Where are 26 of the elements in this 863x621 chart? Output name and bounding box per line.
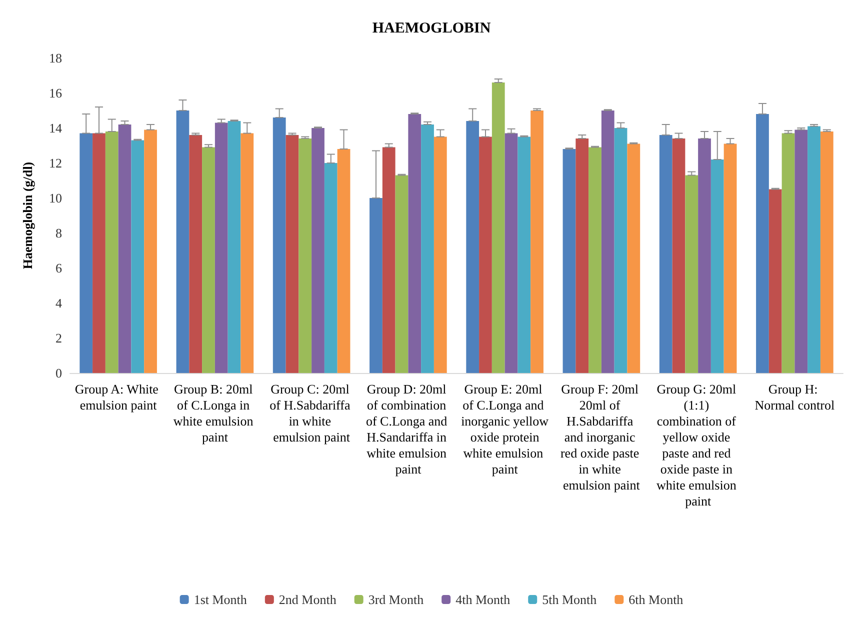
y-tick-label: 2 (56, 330, 62, 346)
x-tick-label: Group F: 20ml 20ml of H.Sabdariffa and inorganic red oxide paste in white emulsion paint (560, 382, 642, 492)
legend-label: 1st Month (194, 592, 248, 607)
x-tick-label: Group A: White emulsion paint (74, 382, 162, 412)
y-tick-label: 10 (49, 190, 62, 206)
x-tick-label: Group D: 20ml of combination of C.Longa and H.Sandariffa in white emulsion paint (366, 382, 450, 476)
x-tick-label: Group C: 20ml of H.Sabdariffa in white emulsion paint (270, 382, 354, 444)
y-tick-label: 16 (49, 86, 62, 100)
x-tick-label: Group B: 20ml of C.Longa in white emulsion paint (173, 382, 256, 444)
y-axis-title: Haemoglobin (g/dl) (20, 162, 35, 270)
legend-label: 4th Month (456, 592, 511, 607)
y-tick-label: 6 (56, 260, 62, 276)
x-tick-label: Group G: 20ml (1:1) combination of yellow oxide paste and red oxide paste in white emulsion paint (656, 382, 740, 508)
x-tick-label: Group E: 20ml of C.Longa and inorganic yellow oxide protein white emulsion paint (461, 382, 550, 476)
y-tick-label: 8 (56, 226, 62, 240)
legend-label: 6th Month (628, 592, 684, 607)
legend-label: 3rd Month (368, 592, 424, 607)
y-tick-label: 0 (56, 366, 62, 380)
y-tick-label: 4 (56, 296, 62, 310)
legend-label: 2nd Month (278, 592, 337, 607)
y-tick-label: 18 (49, 50, 62, 66)
chart-title: HAEMOGLOBIN (372, 20, 491, 36)
y-tick-label: 12 (49, 156, 62, 170)
legend-label: 5th Month (542, 592, 598, 607)
x-tick-label: Group H: Normal control (754, 382, 835, 412)
y-tick-label: 14 (49, 120, 62, 136)
